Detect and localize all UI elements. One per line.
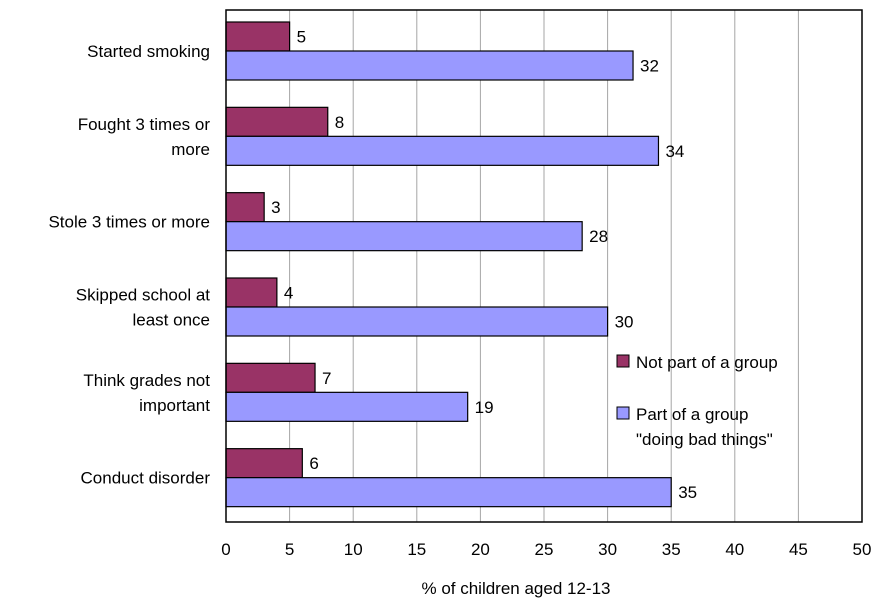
x-tick-label: 15 <box>407 540 426 559</box>
x-tick-label: 30 <box>598 540 617 559</box>
bar-in-group <box>225 135 660 166</box>
legend-swatch <box>616 354 630 368</box>
data-label: 32 <box>640 57 659 76</box>
data-label: 3 <box>271 198 280 217</box>
data-label: 19 <box>475 398 494 417</box>
bar-not-in-group <box>225 448 303 479</box>
bars <box>225 21 672 508</box>
data-label: 6 <box>309 454 318 473</box>
category-label: Stole 3 times or more <box>48 213 210 232</box>
bar-not-in-group <box>225 277 278 308</box>
x-tick-label: 35 <box>662 540 681 559</box>
category-label: important <box>139 396 210 415</box>
legend-label: Part of a group <box>636 405 748 424</box>
legend-label: "doing bad things" <box>636 430 773 449</box>
data-label: 5 <box>297 28 306 47</box>
data-label: 28 <box>589 227 608 246</box>
bar-not-in-group <box>225 106 329 137</box>
category-label: Think grades not <box>83 371 210 390</box>
bar-in-group <box>225 391 469 422</box>
category-labels: Started smoking Fought 3 times or more Stol… <box>48 42 210 488</box>
x-tick-label: 5 <box>285 540 294 559</box>
x-tick-label: 25 <box>535 540 554 559</box>
x-tick-label: 10 <box>344 540 363 559</box>
legend-swatch <box>616 406 630 420</box>
data-label: 8 <box>335 113 344 132</box>
legend-label: Not part of a group <box>636 353 778 372</box>
bar-in-group <box>225 221 583 252</box>
category-label: least once <box>133 311 211 330</box>
gridlines <box>289 10 799 522</box>
data-label: 34 <box>665 142 684 161</box>
category-label: Skipped school at <box>76 286 210 305</box>
bar-not-in-group <box>225 362 316 393</box>
x-tick-label: 45 <box>789 540 808 559</box>
data-label: 35 <box>678 483 697 502</box>
x-tick-labels: 0 5 10 15 20 25 30 35 40 45 50 <box>221 540 871 559</box>
bar-in-group <box>225 50 634 81</box>
bar-in-group <box>225 306 609 337</box>
category-label: Conduct disorder <box>81 469 211 488</box>
legend: Not part of a group Part of a group "doing… <box>616 353 778 449</box>
x-tick-label: 20 <box>471 540 490 559</box>
bar-in-group <box>225 477 672 508</box>
category-label: Fought 3 times or <box>78 115 211 134</box>
bar-not-in-group <box>225 21 291 52</box>
data-label: 30 <box>615 313 634 332</box>
x-axis-title: % of children aged 12-13 <box>421 579 610 598</box>
plot-area-frame <box>225 9 863 523</box>
bar-not-in-group <box>225 192 265 223</box>
x-tick-label: 50 <box>853 540 871 559</box>
category-label: Started smoking <box>87 42 210 61</box>
data-label: 7 <box>322 369 331 388</box>
x-tick-label: 40 <box>725 540 744 559</box>
category-label: more <box>171 140 210 159</box>
data-label: 4 <box>284 284 293 303</box>
x-tick-label: 0 <box>221 540 230 559</box>
